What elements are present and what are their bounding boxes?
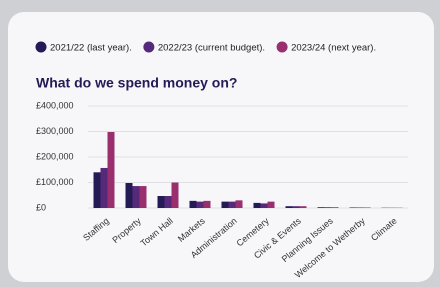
bar — [357, 207, 364, 208]
bar — [140, 186, 147, 208]
bar — [236, 200, 243, 208]
bar — [190, 201, 197, 208]
bar — [332, 207, 339, 208]
bar — [229, 202, 236, 208]
bar — [261, 203, 268, 208]
legend-label: 2021/22 (last year). — [50, 43, 132, 54]
chart: What do we spend money on? 2021/22 (last… — [0, 0, 440, 287]
bar — [300, 206, 307, 208]
bar — [197, 202, 204, 208]
y-tick-label: £400,000 — [36, 100, 74, 110]
legend-swatch — [36, 42, 47, 53]
legend-swatch — [143, 42, 154, 53]
bar — [325, 207, 332, 208]
y-tick-label: £0 — [36, 202, 46, 212]
bar — [101, 168, 108, 208]
bar — [350, 207, 357, 208]
bar — [165, 196, 172, 208]
y-tick-label: £200,000 — [36, 151, 74, 161]
bar — [222, 202, 229, 208]
bar — [126, 183, 133, 208]
bar — [318, 207, 325, 208]
bar — [172, 183, 179, 209]
bar — [286, 206, 293, 208]
bar — [204, 201, 211, 208]
bar — [268, 202, 275, 208]
legend-swatch — [277, 42, 288, 53]
bar — [364, 207, 371, 208]
bar — [158, 196, 165, 208]
chart-title: What do we spend money on? — [36, 75, 237, 91]
legend-label: 2022/23 (current budget). — [158, 43, 265, 54]
bar — [293, 206, 300, 208]
bar — [133, 186, 140, 208]
bar — [108, 132, 115, 208]
bar — [94, 172, 101, 208]
y-tick-label: £100,000 — [36, 177, 74, 187]
bar — [254, 203, 261, 208]
legend-label: 2023/24 (next year). — [291, 43, 376, 54]
y-tick-label: £300,000 — [36, 126, 74, 136]
